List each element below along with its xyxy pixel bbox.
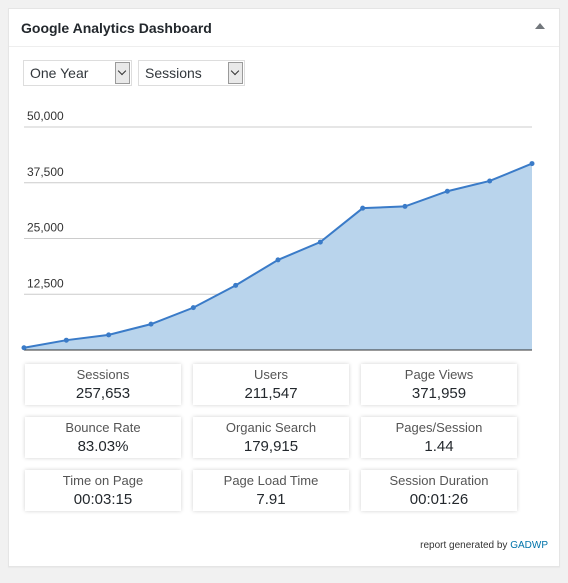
metric-value: 179,915 <box>243 438 299 455</box>
data-point <box>63 337 69 343</box>
metric-value: 00:01:26 <box>409 491 469 508</box>
y-tick-label: 37,500 <box>27 165 64 179</box>
y-tick-label: 50,000 <box>27 109 64 123</box>
data-point <box>275 257 281 263</box>
metric-label: Pages/Session <box>395 420 483 435</box>
analytics-widget: Google Analytics Dashboard One Year Sess… <box>8 8 560 567</box>
y-tick-label: 12,500 <box>27 276 64 290</box>
metric-card: Users 211,547 <box>193 364 349 405</box>
metric-value: 7.91 <box>256 491 286 508</box>
metric-label: Session Duration <box>389 473 489 488</box>
widget-title: Google Analytics Dashboard <box>21 20 212 36</box>
metric-value: 257,653 <box>75 385 131 402</box>
data-point <box>360 205 366 211</box>
metric-card: Page Load Time 7.91 <box>193 470 349 511</box>
metric-label: Page Load Time <box>223 473 319 488</box>
period-select[interactable]: One Year <box>23 60 132 86</box>
metric-label: Time on Page <box>62 473 144 488</box>
metric-value: 1.44 <box>424 438 454 455</box>
period-select-value: One Year <box>30 65 89 81</box>
metric-card: Time on Page 00:03:15 <box>25 470 181 511</box>
metric-card: Page Views 371,959 <box>361 364 517 405</box>
metric-card: Bounce Rate 83.03% <box>25 417 181 458</box>
metric-value: 211,547 <box>244 385 298 402</box>
metric-label: Bounce Rate <box>65 420 141 435</box>
metric-value: 00:03:15 <box>73 491 133 508</box>
data-point <box>190 305 196 311</box>
metric-value: 371,959 <box>411 385 467 402</box>
metric-select[interactable]: Sessions <box>138 60 245 86</box>
metric-card: Pages/Session 1.44 <box>361 417 517 458</box>
metric-card: Sessions 257,653 <box>25 364 181 405</box>
report-footer: report generated by GADWP <box>420 540 548 551</box>
widget-header: Google Analytics Dashboard <box>9 9 559 47</box>
collapse-toggle-icon[interactable] <box>535 23 545 29</box>
gadwp-link[interactable]: GADWP <box>510 540 548 551</box>
metric-label: Page Views <box>404 367 474 382</box>
data-point <box>402 203 408 209</box>
data-point <box>444 188 450 194</box>
chevron-down-icon <box>115 62 130 84</box>
metric-label: Users <box>254 367 288 382</box>
metric-card: Session Duration 00:01:26 <box>361 470 517 511</box>
sessions-chart: 12,500 25,000 37,500 50,000 <box>21 109 535 351</box>
data-point <box>529 161 535 167</box>
data-point <box>487 178 493 184</box>
metric-card: Organic Search 179,915 <box>193 417 349 458</box>
series-area <box>24 163 532 350</box>
data-point <box>233 282 239 288</box>
metric-label: Sessions <box>76 367 130 382</box>
data-point <box>317 239 323 245</box>
y-tick-label: 25,000 <box>27 221 64 235</box>
metric-select-value: Sessions <box>145 65 202 81</box>
footer-text: report generated by <box>420 540 511 551</box>
chevron-down-icon <box>228 62 243 84</box>
metric-label: Organic Search <box>225 420 317 435</box>
metric-value: 83.03% <box>77 438 129 455</box>
data-point <box>148 321 154 327</box>
data-point <box>21 345 27 351</box>
data-point <box>106 332 112 338</box>
